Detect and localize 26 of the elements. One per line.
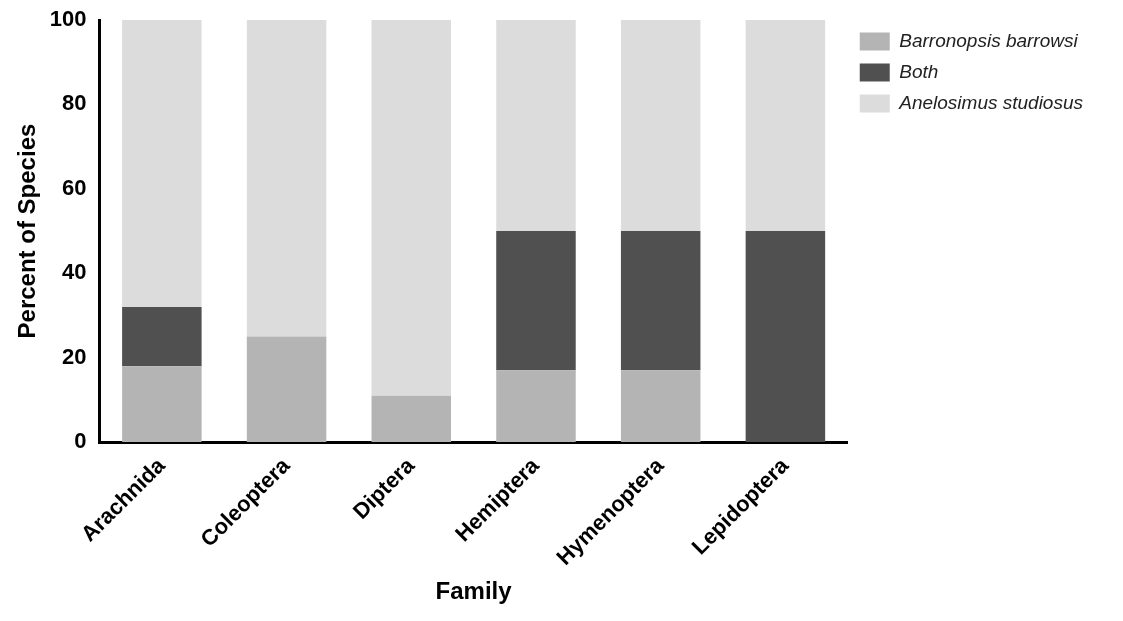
bar: [496, 20, 576, 232]
y-tick-label: 100: [49, 6, 87, 32]
legend-label: Barronopsis barrowsi: [899, 29, 1079, 51]
bar: [371, 395, 452, 443]
bar: [122, 366, 202, 443]
legend-label: Anelosimus studiosus: [898, 91, 1084, 113]
bar: [122, 20, 202, 308]
bar: [620, 20, 701, 232]
x-axis-title: Family: [435, 577, 513, 605]
bar: [246, 20, 327, 337]
bar: [745, 20, 826, 232]
bar: [620, 231, 701, 371]
y-axis-title: Percent of Species: [13, 123, 41, 339]
y-tick-label: 20: [62, 343, 87, 369]
y-tick-label: 80: [62, 90, 87, 116]
bar: [620, 370, 701, 443]
bar: [745, 231, 826, 443]
y-tick-label: 60: [62, 174, 87, 200]
bar: [496, 370, 576, 443]
y-tick-label: 40: [62, 259, 87, 285]
y-tick-label: 0: [74, 428, 87, 454]
bar: [496, 231, 576, 371]
legend-label: Both: [899, 60, 939, 82]
bar: [246, 336, 327, 443]
bar: [371, 20, 452, 396]
bar: [122, 307, 202, 367]
